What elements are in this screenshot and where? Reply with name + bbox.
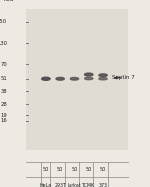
Text: 16: 16	[0, 118, 7, 123]
Text: 50: 50	[100, 167, 106, 172]
Text: kDa: kDa	[3, 0, 13, 2]
Ellipse shape	[85, 73, 93, 76]
Text: 50: 50	[57, 167, 63, 172]
Text: 373: 373	[99, 183, 108, 187]
Text: TCMK: TCMK	[82, 183, 95, 187]
Text: HeLa: HeLa	[40, 183, 52, 187]
Text: 51: 51	[0, 76, 7, 81]
Text: Septin 7: Septin 7	[112, 75, 135, 80]
Ellipse shape	[99, 78, 107, 80]
Text: 70: 70	[0, 62, 7, 67]
Ellipse shape	[99, 74, 107, 77]
Text: 38: 38	[0, 89, 7, 94]
Text: 19: 19	[0, 113, 7, 118]
Text: 293T: 293T	[54, 183, 66, 187]
Text: 28: 28	[0, 102, 7, 107]
Text: Jurkat: Jurkat	[68, 183, 81, 187]
Ellipse shape	[42, 77, 50, 80]
Text: 50: 50	[71, 167, 78, 172]
Ellipse shape	[56, 77, 64, 80]
Text: 50: 50	[85, 167, 92, 172]
Ellipse shape	[85, 77, 93, 80]
Ellipse shape	[70, 77, 79, 80]
Text: 50: 50	[43, 167, 49, 172]
Text: 250: 250	[0, 19, 7, 24]
Text: 130: 130	[0, 41, 7, 45]
